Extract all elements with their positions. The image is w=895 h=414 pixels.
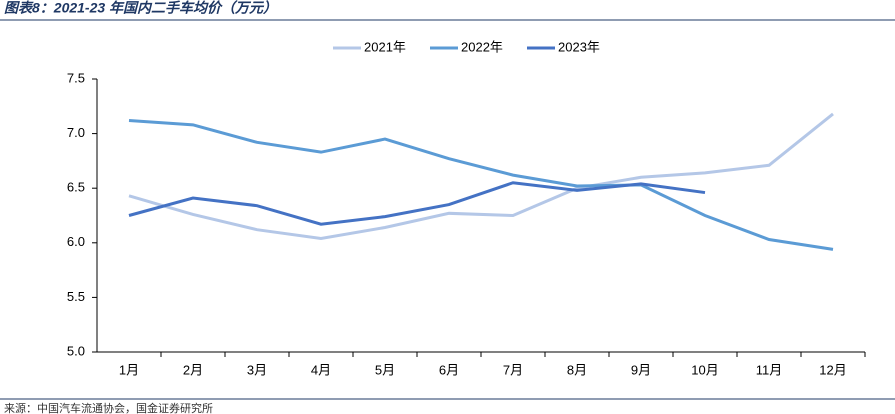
y-tick-label: 5.0: [67, 343, 85, 358]
y-tick-label: 7.0: [67, 125, 85, 140]
x-tick-label: 10月: [691, 362, 718, 377]
y-tick-label: 7.5: [67, 70, 85, 85]
y-tick-label: 6.0: [67, 234, 85, 249]
y-tick-label: 5.5: [67, 289, 85, 304]
x-tick-label: 12月: [819, 362, 846, 377]
x-tick-label: 8月: [567, 362, 587, 377]
x-tick-label: 3月: [247, 362, 267, 377]
x-tick-label: 2月: [183, 362, 203, 377]
x-tick-label: 6月: [439, 362, 459, 377]
y-tick-label: 6.5: [67, 180, 85, 195]
legend-label: 2021年: [364, 39, 406, 54]
series-line: [128, 112, 834, 240]
x-tick-label: 1月: [119, 362, 139, 377]
chart-title: 图表8：2021-23 年国内二手车均价（万元）: [4, 0, 277, 16]
x-tick-label: 5月: [375, 362, 395, 377]
legend-label: 2022年: [461, 39, 503, 54]
legend-label: 2023年: [558, 39, 600, 54]
x-tick-label: 7月: [503, 362, 523, 377]
x-tick-label: 4月: [311, 362, 331, 377]
series-line: [128, 181, 706, 226]
series-line: [128, 118, 834, 251]
x-tick-label: 9月: [631, 362, 651, 377]
source: 来源：中国汽车流通协会，国金证券研究所: [4, 401, 213, 414]
x-tick-label: 11月: [756, 362, 783, 377]
